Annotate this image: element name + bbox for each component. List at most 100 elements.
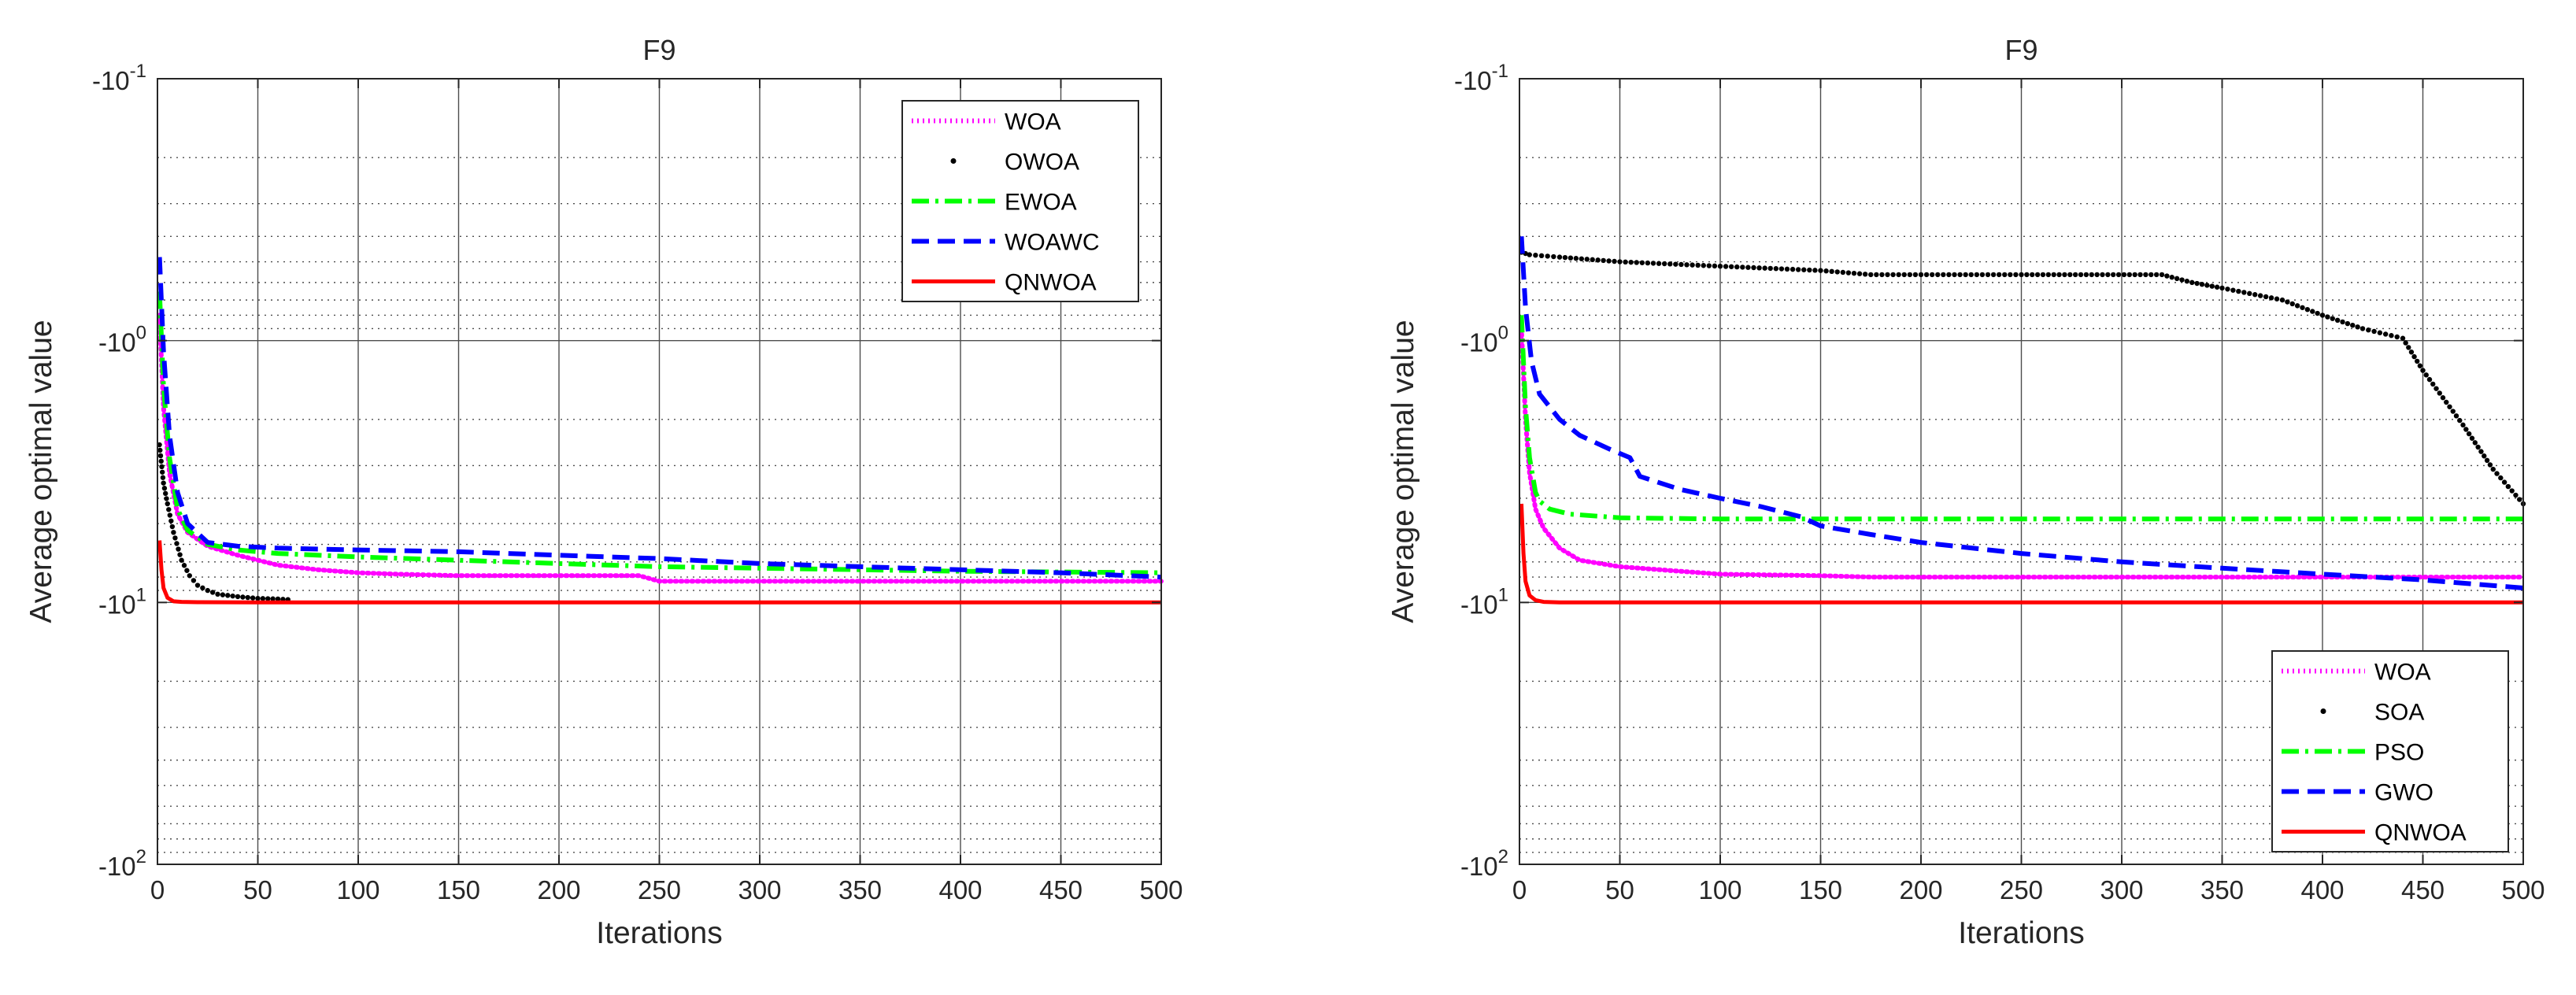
x-tick-label: 250 [2000, 875, 2043, 904]
series-soa-point [1661, 261, 1667, 267]
series-soa-point [2377, 330, 2383, 335]
series-soa-point [1728, 264, 1734, 269]
legend-label: QNWOA [2374, 820, 2467, 846]
x-tick-label: 100 [1698, 875, 1741, 904]
legend-item-gwo: GWO [2282, 780, 2434, 806]
series-owoa-point [164, 496, 169, 501]
chart-title: F9 [642, 34, 675, 66]
series-soa-point [1567, 255, 1574, 261]
series-owoa-point [260, 596, 266, 601]
y-tick-base: -10 [92, 66, 130, 95]
series-owoa-point [167, 512, 173, 518]
series-soa-point [1673, 261, 1678, 267]
series-soa-point [2126, 272, 2133, 278]
legend-label: PSO [2374, 740, 2424, 766]
series-soa-point [2482, 453, 2487, 459]
series-soa-point [1885, 272, 1890, 278]
series-owoa-point [157, 453, 164, 459]
series-soa-point [1941, 272, 1946, 278]
series-soa-point [2417, 363, 2423, 368]
series-owoa-point [209, 590, 216, 595]
series-soa-point [2002, 272, 2008, 278]
x-tick-label: 150 [437, 875, 480, 904]
series-soa-point [1784, 266, 1790, 272]
series-soa-point [2040, 272, 2046, 278]
series-soa-point [1717, 263, 1723, 269]
legend-swatch [950, 158, 957, 164]
legend-label: QNWOA [1005, 270, 1097, 296]
y-tick-exponent: 0 [136, 323, 146, 344]
y-tick-label: -102 [98, 846, 146, 881]
chart-2: 0 50 100 150 200 250 300 350 400 450 500-10-1-100-… [1386, 34, 2545, 950]
series-soa-point [1634, 260, 1639, 265]
series-soa-point [1823, 268, 1829, 274]
series-soa-point [2132, 272, 2137, 278]
series-soa-point [1868, 272, 1874, 278]
series-soa-point [1573, 256, 1579, 261]
series-soa-point [2100, 272, 2105, 278]
series-soa-point [2143, 272, 2149, 278]
x-tick-label: 500 [1139, 875, 1183, 904]
series-soa-point [1812, 268, 1818, 273]
series-owoa-point [157, 447, 163, 453]
series-soa-point [1667, 261, 1673, 267]
series-soa-point [1990, 272, 1997, 278]
series-soa-point [1929, 272, 1935, 278]
series-soa-point [2062, 272, 2067, 278]
series-soa-point [1845, 270, 1852, 276]
series-soa-point [2469, 435, 2475, 441]
series-soa-point [2423, 372, 2429, 378]
series-soa-point [2366, 327, 2371, 333]
series-soa-point [2199, 282, 2205, 287]
series-soa-point [2169, 275, 2174, 280]
series-soa-point [1527, 252, 1532, 257]
series-soa-point [1795, 267, 1801, 272]
series-soa-point [2019, 272, 2024, 278]
y-tick-base: -10 [1460, 590, 1498, 619]
legend-item-pso: PSO [2282, 740, 2424, 766]
x-tick-label: 450 [1039, 875, 1083, 904]
series-owoa-point [159, 464, 165, 470]
series-soa-point [1807, 267, 1812, 273]
series-woa-line [157, 313, 1164, 584]
series-soa-point [1952, 272, 1957, 278]
y-tick-exponent: 2 [1498, 846, 1508, 867]
series-soa-point [1584, 257, 1590, 262]
series-soa-point [1856, 271, 1863, 276]
series-owoa-point [181, 563, 187, 568]
series-soa-point [2330, 316, 2335, 321]
series-soa-point [1890, 272, 1896, 278]
series-soa-point [1896, 272, 1901, 278]
series-soa-point [1601, 257, 1606, 264]
series-soa-point [2159, 272, 2165, 278]
series-soa-point [1595, 257, 1601, 263]
legend-item-soa: SOA [2320, 700, 2424, 726]
y-tick-base: -10 [98, 852, 136, 881]
series-soa-point [1712, 263, 1718, 269]
series-soa-point [2083, 272, 2089, 278]
series-soa-point [1695, 262, 1701, 268]
series-soa-point [2024, 272, 2030, 278]
x-tick-label: 100 [336, 875, 379, 904]
legend-item-woa: WOA [2282, 660, 2431, 686]
y-tick-exponent: 2 [136, 846, 146, 867]
series-soa-point [2403, 340, 2408, 346]
series-soa-point [2509, 488, 2515, 494]
series-soa-point [2274, 296, 2280, 301]
series-soa-point [1678, 261, 1684, 268]
series-soa-point [1851, 270, 1857, 276]
x-tick-label: 500 [2501, 875, 2545, 904]
series-soa-point [2430, 381, 2436, 387]
series-soa-point [2149, 272, 2154, 278]
series-owoa-point [176, 546, 181, 552]
series-soa-point [2389, 333, 2394, 338]
series-owoa-point [184, 568, 190, 573]
series-soa-point [2420, 368, 2426, 373]
series-soa-point [1645, 260, 1651, 266]
series-soa-point [1996, 272, 2002, 278]
series-soa-point [2094, 272, 2100, 278]
series-soa-point [2219, 285, 2225, 291]
series-soa-point [1751, 264, 1756, 271]
series-soa-point [1935, 272, 1941, 278]
y-tick-base: -10 [98, 590, 136, 619]
